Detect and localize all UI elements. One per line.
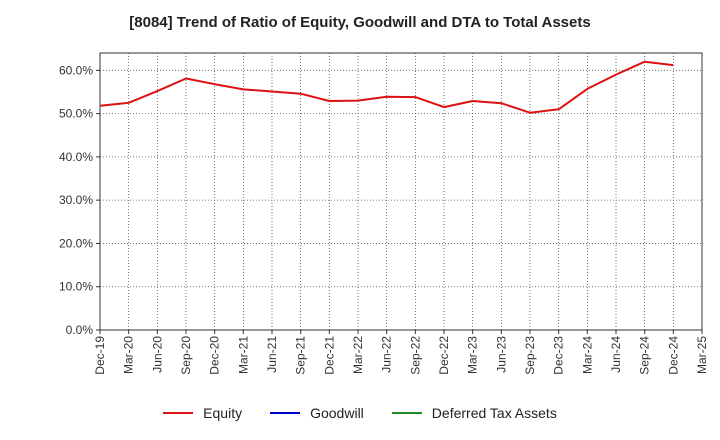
y-tick-label: 30.0% xyxy=(59,193,93,207)
legend-swatch-deferred-tax-assets xyxy=(391,412,422,414)
legend-swatch-equity xyxy=(163,412,194,414)
x-tick-label: Dec-24 xyxy=(666,336,680,375)
x-tick-label: Sep-23 xyxy=(523,336,537,375)
x-tick-label: Mar-20 xyxy=(122,336,136,374)
chart-title: [8084] Trend of Ratio of Equity, Goodwil… xyxy=(129,14,591,31)
x-tick-label: Jun-20 xyxy=(150,336,164,373)
x-tick-label: Mar-25 xyxy=(695,336,709,374)
y-tick-label: 20.0% xyxy=(59,236,93,250)
legend-label-goodwill: Goodwill xyxy=(310,405,364,421)
x-tick-label: Sep-22 xyxy=(408,336,422,375)
y-tick-label: 50.0% xyxy=(59,107,93,121)
x-tick-label: Jun-23 xyxy=(494,336,508,373)
legend-item-deferred-tax-assets: Deferred Tax Assets xyxy=(391,405,557,421)
series-line-equity xyxy=(99,60,674,114)
x-tick-label: Dec-23 xyxy=(552,336,566,375)
x-tick-label: Sep-20 xyxy=(179,336,193,375)
legend: Equity Goodwill Deferred Tax Assets xyxy=(0,405,720,421)
x-tick-label: Mar-24 xyxy=(580,336,594,374)
legend-label-deferred-tax-assets: Deferred Tax Assets xyxy=(431,405,557,421)
plot-area xyxy=(100,53,702,330)
plot-frame xyxy=(99,52,703,331)
legend-item-goodwill: Goodwill xyxy=(270,405,364,421)
x-tick-label: Sep-21 xyxy=(294,336,308,375)
x-tick-label: Jun-24 xyxy=(609,336,623,373)
x-tick-label: Jun-22 xyxy=(380,336,394,373)
y-tick-label: 40.0% xyxy=(59,150,93,164)
x-tick-label: Mar-21 xyxy=(236,336,250,374)
x-tick-label: Dec-20 xyxy=(208,336,222,375)
x-tick-label: Mar-22 xyxy=(351,336,365,374)
legend-item-equity: Equity xyxy=(163,405,242,421)
x-tick-label: Mar-23 xyxy=(466,336,480,374)
y-tick-label: 0.0% xyxy=(66,323,94,337)
x-tick-label: Dec-21 xyxy=(322,336,336,375)
y-tick-label: 60.0% xyxy=(59,63,93,77)
x-tick-label: Dec-19 xyxy=(93,336,107,375)
legend-swatch-goodwill xyxy=(270,412,301,414)
y-tick-label: 10.0% xyxy=(59,280,93,294)
legend-label-equity: Equity xyxy=(203,405,243,421)
x-tick-label: Jun-21 xyxy=(265,336,279,373)
x-tick-label: Sep-24 xyxy=(638,336,652,375)
x-tick-label: Dec-22 xyxy=(437,336,451,375)
